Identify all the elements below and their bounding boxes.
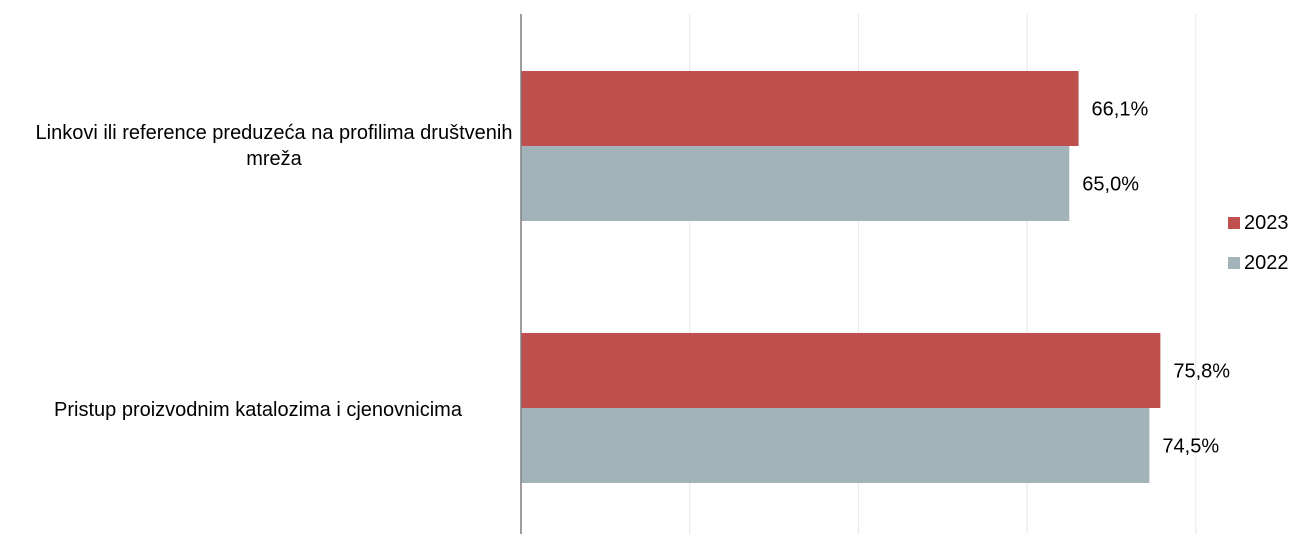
bar-2023-1 xyxy=(521,333,1161,408)
legend-label-2023: 2023 xyxy=(1244,211,1289,234)
legend-swatch-2022 xyxy=(1228,257,1240,269)
legend-item-2022: 2022 xyxy=(1228,243,1289,283)
legend: 2023 2022 xyxy=(1228,203,1289,283)
legend-label-2022: 2022 xyxy=(1244,251,1289,274)
data-label-2023-0: 66,1% xyxy=(1092,99,1149,121)
category-label-1: Pristup proizvodnim katalozima i cjenovn… xyxy=(54,399,462,421)
data-label-2022-1: 74,5% xyxy=(1162,436,1219,458)
bar-2022-0 xyxy=(521,146,1070,221)
legend-item-2023: 2023 xyxy=(1228,203,1289,243)
data-label-2022-0: 65,0% xyxy=(1082,174,1139,196)
bar-2023-0 xyxy=(521,71,1079,146)
data-label-2023-1: 75,8% xyxy=(1173,361,1230,383)
bar-2022-1 xyxy=(521,408,1150,483)
legend-swatch-2023 xyxy=(1228,217,1240,229)
category-label-0: Linkovi ili reference preduzeća na profi… xyxy=(35,122,513,170)
